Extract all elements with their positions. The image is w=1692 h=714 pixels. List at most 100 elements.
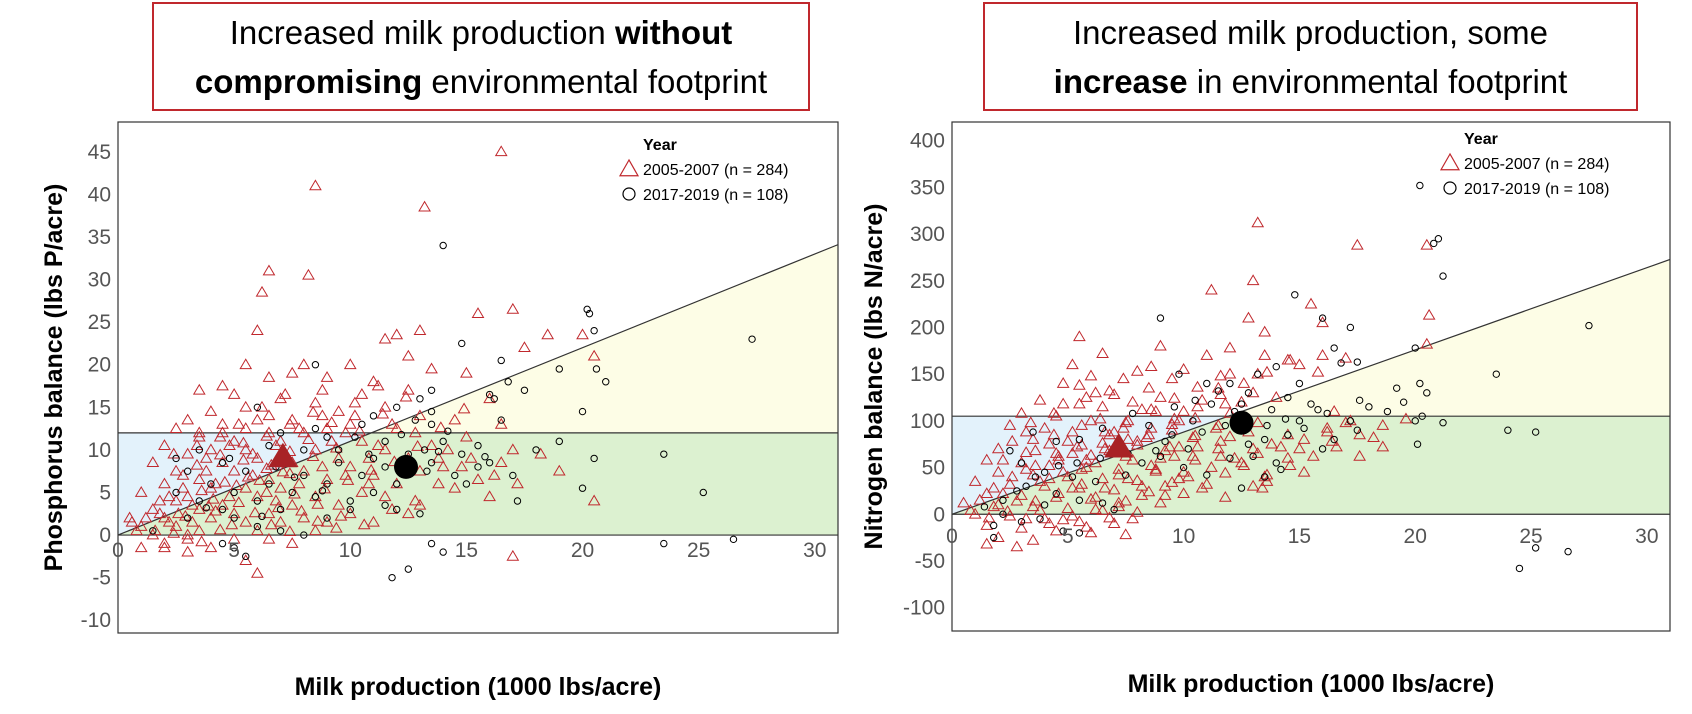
left-point-triangle [264,518,278,530]
left-point-triangle [408,426,422,438]
right-point-triangle [1079,461,1093,472]
right-point-triangle [1353,449,1367,461]
right-region-green [952,416,1670,515]
left-point-circle [427,386,436,394]
left-point-circle [311,361,320,369]
left-point-triangle [134,520,148,531]
right-point-triangle [1075,419,1089,430]
left-point-triangle [269,439,283,450]
left-point-circle [411,416,419,424]
right-point-circle [1365,403,1373,411]
left-point-triangle [192,503,206,514]
left-point-triangle [413,409,427,421]
right-point-triangle [1177,363,1190,374]
right-point-triangle [1066,481,1079,493]
right-point-circle [1314,405,1322,414]
left-point-circle [590,454,598,463]
left-point-triangle [239,515,253,527]
left-point-triangle [181,413,195,425]
right-series-1 [957,216,1436,552]
left-point-triangle [297,511,311,523]
left-point-triangle [534,447,548,459]
right-point-triangle [1242,311,1255,323]
right-point-triangle [1258,349,1272,360]
right-x-tick-label: 30 [1635,525,1658,548]
right-point-circle [1230,407,1239,416]
right-y-tick-label: -100 [903,597,945,620]
left-point-triangle [230,479,243,491]
left-point-triangle [394,460,408,472]
left-point-triangle [371,439,385,450]
right-legend-title: Year [1464,131,1498,148]
left-point-triangle [146,528,160,540]
left-y-tick-label: 35 [88,226,111,249]
left-point-triangle [195,484,208,496]
left-point-triangle [146,456,160,468]
right-point-triangle [1056,377,1070,388]
left-point-circle [346,497,354,505]
left-point-circle [462,480,471,488]
right-y-tick-label: 0 [933,503,945,526]
left-point-triangle [388,455,401,467]
right-point-triangle [1154,391,1167,402]
left-point-triangle [199,464,213,476]
left-point-triangle [241,470,255,482]
left-point-circle [474,441,482,450]
right-point-triangle [1003,509,1017,521]
right-y-axis-label: Nitrogen balance (lbs N/acre) [860,204,888,550]
right-point-triangle [1130,505,1144,517]
right-point-triangle [1154,339,1167,351]
left-point-triangle [285,413,299,425]
right-point-triangle [1188,411,1202,423]
left-point-circle [369,454,378,463]
right-point-circle [1075,496,1084,504]
right-point-triangle [1038,512,1052,524]
right-point-triangle [1005,434,1019,446]
left-point-circle [311,493,320,501]
right-point-triangle [964,504,977,515]
right-point-circle [1184,445,1192,453]
right-point-triangle [1096,504,1109,515]
left-point-circle [485,458,494,467]
right-point-circle [1318,314,1327,322]
left-point-triangle [376,407,390,419]
right-point-triangle [1144,360,1158,372]
left-y-tick-label: 40 [88,183,111,206]
right-point-triangle [1103,384,1116,396]
left-point-circle [311,424,320,433]
right-point-triangle [1107,483,1121,495]
right-point-circle [1189,417,1197,425]
left-point-triangle [276,465,290,477]
right-point-triangle [1047,406,1061,418]
left-point-circle [497,356,505,365]
right-point-triangle [1142,428,1156,440]
left-point-triangle [162,490,176,502]
left-point-triangle [436,460,450,472]
left-point-triangle [506,302,520,314]
right-point-triangle [1084,369,1098,381]
right-point-triangle [1265,437,1279,449]
left-point-circle [444,427,452,435]
right-point-circle [1152,447,1160,455]
left-point-triangle [318,482,332,494]
left-point-triangle [460,366,473,378]
right-point-triangle [1029,444,1042,456]
left-point-triangle [401,349,415,361]
left-point-triangle [339,468,352,480]
left-point-triangle [283,417,297,429]
right-x-tick-label: 5 [1062,525,1074,548]
left-point-triangle [264,458,278,470]
left-point-circle [202,504,210,512]
left-point-triangle [413,498,427,510]
right-point-triangle [1320,421,1334,433]
right-point-triangle [1084,414,1098,426]
left-point-triangle [158,541,171,553]
left-point-circle [323,480,331,488]
right-point-circle [1017,459,1026,467]
left-legend-title: Year [643,137,677,154]
right-point-triangle [1121,472,1135,484]
right-banner-text-1: Increased milk production, some [1072,14,1549,51]
left-point-triangle [320,371,334,382]
right-point-triangle [1258,470,1272,482]
left-point-triangle [223,439,236,450]
